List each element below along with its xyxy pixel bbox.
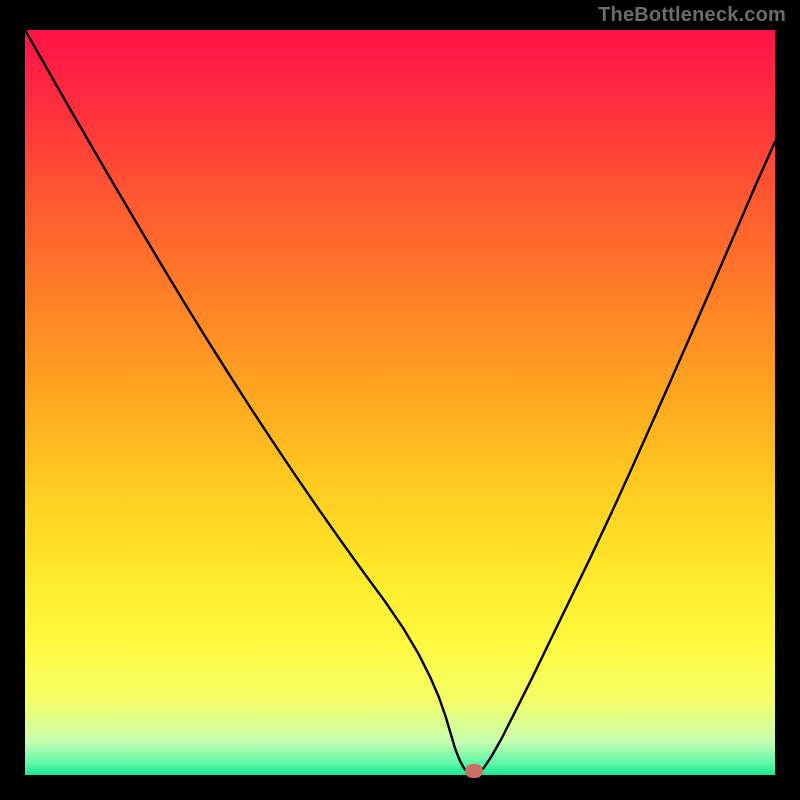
bottleneck-curve: [25, 30, 775, 775]
chart-plot-area: [25, 30, 775, 775]
watermark-text: TheBottleneck.com: [598, 4, 786, 27]
optimal-point-marker: [465, 764, 483, 778]
chart-curve-layer: [25, 30, 775, 775]
